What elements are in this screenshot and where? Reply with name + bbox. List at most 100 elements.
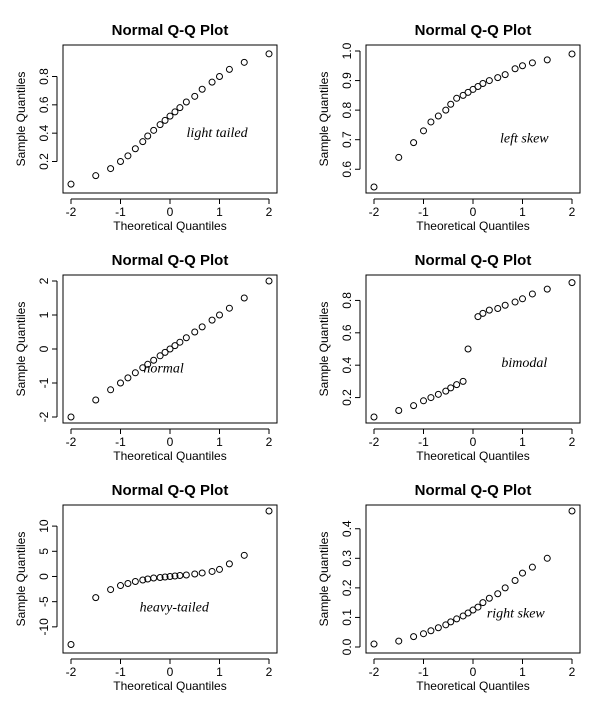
data-point — [474, 603, 482, 611]
data-point — [208, 78, 216, 86]
data-point — [395, 407, 403, 415]
y-tick-label: 1 — [37, 311, 51, 318]
plot-box — [62, 44, 278, 194]
y-tick-label: 0.9 — [340, 72, 354, 89]
data-point — [442, 387, 450, 395]
data-point — [453, 615, 461, 623]
y-tick-label: 0.2 — [340, 389, 354, 406]
data-point — [370, 640, 378, 648]
data-point — [107, 386, 115, 394]
data-point — [182, 571, 190, 579]
x-tick-label: 0 — [167, 435, 174, 449]
y-tick-label: 0.1 — [340, 609, 354, 626]
data-point — [519, 62, 526, 70]
data-point — [166, 112, 174, 120]
data-point — [216, 311, 223, 319]
data-point — [265, 50, 273, 58]
data-point — [124, 374, 132, 382]
data-point — [479, 309, 487, 317]
data-point — [494, 305, 502, 313]
data-point — [464, 345, 472, 353]
data-point — [92, 172, 100, 180]
data-point — [479, 80, 487, 88]
y-tick-label: 0.6 — [340, 161, 354, 178]
data-point — [410, 139, 418, 147]
data-point — [447, 618, 455, 626]
data-point — [434, 624, 442, 632]
x-tick-label: -1 — [418, 665, 429, 679]
plot-title: Normal Q-Q Plot — [112, 252, 229, 269]
data-point — [198, 569, 206, 577]
data-point — [198, 323, 206, 331]
plot-box — [62, 274, 278, 424]
x-tick-label: 0 — [470, 435, 477, 449]
x-tick-label: -2 — [66, 205, 77, 219]
x-tick-label: 2 — [266, 205, 273, 219]
y-tick-label: 0.2 — [340, 579, 354, 596]
plot-box — [365, 44, 581, 194]
x-tick-label: -1 — [115, 435, 126, 449]
y-axis-label: Sample Quantiles — [317, 302, 331, 397]
distribution-annotation: bimodal — [501, 356, 547, 371]
plot-title: Normal Q-Q Plot — [415, 22, 532, 39]
x-tick-label: 2 — [569, 665, 576, 679]
data-point — [117, 582, 124, 590]
data-point — [427, 118, 435, 126]
y-axis-label: Sample Quantiles — [317, 532, 331, 627]
data-point — [156, 352, 164, 360]
x-tick-label: 0 — [470, 665, 477, 679]
y-tick-label: 0.2 — [37, 153, 51, 170]
data-point — [410, 633, 418, 641]
distribution-annotation: left skew — [500, 132, 549, 147]
data-point — [131, 578, 139, 586]
data-point — [131, 369, 139, 377]
data-point — [166, 572, 174, 580]
data-point — [156, 573, 164, 581]
data-point — [474, 313, 482, 321]
distribution-annotation: normal — [143, 362, 184, 377]
data-point — [485, 594, 493, 602]
data-point — [124, 580, 132, 588]
data-point — [395, 637, 403, 645]
data-point — [434, 112, 442, 120]
data-point — [494, 590, 502, 598]
data-point — [528, 290, 536, 298]
plot-title: Normal Q-Q Plot — [415, 482, 532, 499]
data-point — [528, 59, 536, 67]
data-point — [161, 348, 169, 356]
data-point — [370, 183, 378, 191]
y-tick-label: 0.8 — [37, 68, 51, 85]
x-tick-label: -2 — [369, 205, 380, 219]
x-axis-label: Theoretical Quantiles — [113, 219, 226, 233]
y-tick-label: 0.0 — [340, 638, 354, 655]
distribution-annotation: heavy-tailed — [140, 601, 210, 616]
y-tick-label: 0.3 — [340, 550, 354, 567]
x-tick-label: -2 — [369, 665, 380, 679]
y-tick-label: 0.4 — [37, 125, 51, 142]
data-point — [182, 334, 190, 342]
y-tick-label: 0 — [37, 345, 51, 352]
data-point — [501, 71, 509, 79]
data-point — [568, 50, 576, 58]
y-tick-label: 0.6 — [37, 96, 51, 113]
data-point — [225, 65, 233, 73]
y-tick-label: 1.0 — [340, 42, 354, 59]
data-point — [92, 594, 100, 602]
data-point — [420, 630, 427, 638]
data-point — [161, 573, 169, 581]
qq-panel-1: Normal Q-Q Plot -2 -1 0 1 2 0.2 0.4 0.6 0.8 Theore… — [14, 22, 278, 233]
data-point — [568, 507, 576, 515]
plot-title: Normal Q-Q Plot — [112, 22, 229, 39]
data-point — [453, 94, 461, 102]
data-point — [216, 73, 223, 80]
x-tick-label: 1 — [216, 205, 223, 219]
data-point — [474, 82, 482, 90]
data-point — [543, 554, 551, 562]
plot-box — [62, 504, 278, 654]
y-tick-label: 0.4 — [340, 520, 354, 537]
x-tick-label: -2 — [66, 435, 77, 449]
data-point — [131, 145, 139, 153]
data-point — [150, 356, 158, 364]
distribution-annotation: light tailed — [187, 126, 249, 141]
x-tick-label: -1 — [115, 665, 126, 679]
